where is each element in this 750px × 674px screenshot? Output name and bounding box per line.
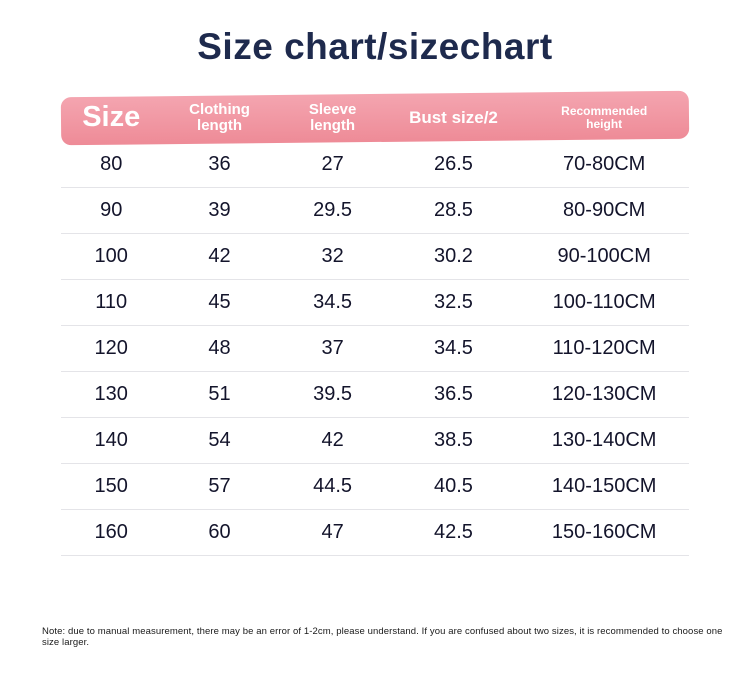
note-text: Note: due to manual measurement, there m… [42, 626, 723, 648]
cell-sleeve: 37 [321, 337, 344, 359]
cell-bust: 36.5 [434, 383, 473, 405]
cell-clothing: 54 [208, 429, 231, 451]
cell-height: 120-130CM [551, 383, 657, 405]
table-row: 140 54 42 38.5 130-140CM [61, 418, 689, 464]
header-clothing-length: Clothing length [189, 100, 250, 134]
cell-sleeve: 44.5 [313, 475, 353, 497]
cell-size: 110 [95, 291, 128, 313]
cell-height: 80-90CM [563, 199, 646, 221]
cell-sleeve: 34.5 [313, 291, 353, 313]
cell-height: 140-150CM [551, 475, 657, 497]
cell-size: 160 [94, 521, 128, 543]
cell-size: 80 [100, 153, 123, 175]
cell-height: 90-100CM [557, 245, 651, 267]
cell-bust: 40.5 [434, 475, 473, 497]
size-chart-page: Size chart/sizechart Size Clothing lengt… [0, 26, 750, 674]
header-size: Size [82, 101, 141, 134]
table-row: 160 60 47 42.5 150-160CM [61, 510, 689, 556]
table-row: 110 45 34.5 32.5 100-110CM [61, 280, 689, 326]
header-recommended-height: Recommended height [561, 103, 648, 131]
header-sleeve-length: Sleeve length [308, 100, 357, 134]
cell-height: 100-110CM [552, 291, 656, 313]
cell-bust: 38.5 [434, 429, 473, 451]
cell-clothing: 42 [208, 245, 231, 267]
cell-clothing: 60 [208, 521, 231, 543]
cell-sleeve: 27 [321, 153, 344, 175]
cell-sleeve: 29.5 [313, 199, 353, 221]
cell-bust: 34.5 [434, 337, 473, 359]
cell-clothing: 39 [208, 199, 231, 221]
table-row: 130 51 39.5 36.5 120-130CM [61, 372, 689, 418]
cell-size: 120 [94, 337, 128, 359]
cell-bust: 28.5 [434, 199, 473, 221]
cell-clothing: 45 [208, 291, 231, 313]
table-row: 150 57 44.5 40.5 140-150CM [61, 464, 689, 510]
cell-clothing: 48 [208, 337, 231, 359]
header-bust-size: Bust size/2 [409, 107, 498, 127]
table-row: 120 48 37 34.5 110-120CM [61, 326, 689, 372]
cell-bust: 42.5 [434, 521, 473, 543]
cell-clothing: 51 [208, 383, 231, 405]
table-header: Size Clothing length Sleeve length Bust … [61, 94, 689, 142]
cell-size: 140 [94, 429, 128, 451]
cell-bust: 30.2 [434, 245, 473, 267]
cell-size: 90 [100, 199, 123, 221]
cell-bust: 26.5 [434, 153, 473, 175]
cell-sleeve: 32 [321, 245, 344, 267]
cell-height: 110-120CM [552, 337, 656, 359]
size-table: Size Clothing length Sleeve length Bust … [61, 94, 689, 556]
cell-size: 150 [94, 475, 128, 497]
page-title: Size chart/sizechart [197, 26, 553, 67]
cell-sleeve: 42 [321, 429, 344, 451]
cell-height: 130-140CM [551, 429, 657, 451]
table-row: 100 42 32 30.2 90-100CM [61, 234, 689, 280]
cell-sleeve: 47 [321, 521, 344, 543]
table-row: 90 39 29.5 28.5 80-90CM [61, 188, 689, 234]
cell-clothing: 36 [208, 153, 231, 175]
cell-size: 130 [94, 383, 128, 405]
cell-size: 100 [94, 245, 128, 267]
table-row: 80 36 27 26.5 70-80CM [61, 142, 689, 188]
cell-bust: 32.5 [434, 291, 473, 313]
cell-clothing: 57 [208, 475, 231, 497]
cell-height: 70-80CM [563, 153, 646, 175]
cell-sleeve: 39.5 [313, 383, 353, 405]
cell-height: 150-160CM [551, 521, 657, 543]
